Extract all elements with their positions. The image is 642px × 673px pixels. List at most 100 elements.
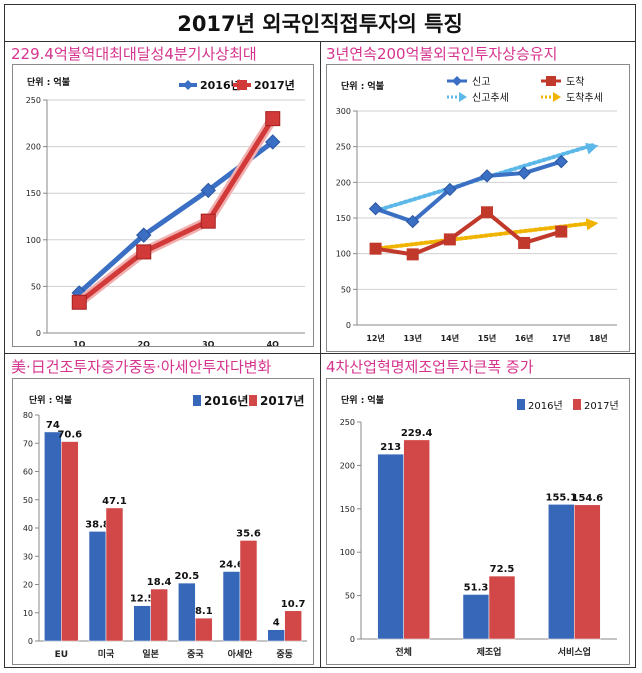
chart3-data-label: 35.6 [236, 528, 261, 539]
chart3-legend-swatch [249, 395, 257, 406]
chart2-ytick-label: 200 [336, 178, 351, 187]
chart3-ytick-label: 20 [23, 581, 33, 590]
chart2-category-label: 17년 [552, 333, 571, 343]
chart3-bar [44, 431, 62, 642]
chart3-bar [61, 441, 79, 642]
chart2-legend-marker [553, 92, 561, 102]
chart4-legend-label: 2017년 [584, 400, 619, 412]
chart2-ytick-label: 100 [336, 250, 351, 259]
chart4-data-label: 155.1 [546, 492, 578, 503]
chart2-category-label: 13년 [403, 333, 422, 343]
chart2-ytick-label: 150 [336, 214, 351, 223]
chart4-bar [488, 575, 516, 640]
chart1-ytick-label: 250 [26, 96, 41, 105]
chart2-svg: 0 50 100 150 200 250 300 단위 : 억불 12년 13년 14년 15년 16년… [336, 76, 617, 343]
chart4-heading: 4차산업혁명제조업투자큰폭 증가 [326, 358, 534, 376]
chart1-point [200, 213, 216, 229]
chart2-legend-marker [459, 92, 467, 102]
infographic-frame: 2017년 외국인직접투자의 특징 229.4억불역대최대달성4분기사상최대 3… [4, 4, 636, 668]
chart4-bar [377, 453, 404, 640]
chart3-data-label: 4 [273, 618, 280, 629]
chart2-legend-marker [546, 76, 556, 86]
chart2-point [555, 225, 568, 238]
chart3-bar [239, 540, 258, 642]
chart2-legend-label: 신고 [472, 76, 490, 88]
chart3-data-label: 20.5 [175, 571, 200, 582]
chart4-ytick-label: 200 [340, 461, 355, 470]
chart4-category-label: 전체 [395, 646, 412, 658]
chart1-unit-label: 단위 : 억불 [27, 76, 70, 88]
chart3-legend-label: 2017년 [260, 394, 304, 408]
chart2-point [406, 248, 419, 261]
chart4-bar [462, 594, 490, 640]
chart4-data-label: 154.6 [572, 493, 604, 504]
chart3-ytick-label: 30 [23, 552, 33, 561]
chart4-ytick-label: 50 [345, 592, 355, 601]
chart2-ytick-label: 300 [336, 107, 351, 116]
chart2-legend-label: 도착 [566, 76, 584, 88]
chart2-point [369, 242, 382, 255]
chart3-heading: 美·日건조투자증가중동·아세안투자다변화 [11, 358, 272, 376]
chart2-point [518, 236, 531, 249]
chart3-legend-swatch [193, 395, 201, 406]
chart2-point [406, 214, 420, 229]
chart1-series-line-1 [77, 117, 275, 305]
chart3-bar [133, 605, 151, 642]
chart3-category-label: 아세안 [228, 648, 254, 660]
chart4-unit-label: 단위 : 억불 [341, 394, 384, 406]
chart2-point [480, 169, 494, 183]
chart1-point [200, 182, 216, 199]
chart3-ytick-label: 10 [23, 609, 33, 618]
chart1-ytick-label: 50 [31, 282, 41, 291]
chart1-area: 0 50 100 150 200 250 단위 : 억불 1Q 2Q 3Q 4Q 2016년 2017년 [12, 64, 314, 347]
chart1-point [71, 294, 87, 310]
chart4-ytick-label: 0 [350, 635, 355, 644]
chart3-bar [150, 588, 168, 642]
chart3-bar [105, 507, 124, 642]
chart4-bar [548, 504, 575, 640]
chart3-category-label: 중국 [187, 649, 204, 660]
chart3-data-label: 10.7 [281, 599, 306, 610]
chart4-legend-swatch [517, 399, 525, 410]
chart3-category-label: 미국 [98, 648, 115, 660]
chart2-trend-arrow-0 [585, 142, 599, 155]
chart2-series-line-0 [374, 159, 562, 224]
chart2-ytick-label: 0 [346, 321, 351, 330]
chart4-category-label: 제조업 [477, 646, 502, 658]
chart3-data-label: 47.1 [102, 496, 127, 507]
chart1-ytick-label: 100 [26, 236, 41, 245]
chart3-data-label: 38.8 [85, 519, 110, 530]
chart3-category-label: 일본 [142, 648, 159, 660]
horizontal-divider [5, 353, 635, 354]
chart4-category-label: 서비스업 [558, 646, 591, 658]
chart3-bar [195, 617, 213, 642]
chart2-category-label: 12년 [366, 333, 385, 343]
chart1-point [265, 134, 281, 150]
chart2-heading: 3년연속200억불외국인투자상승유지 [326, 45, 558, 63]
chart1-point [136, 227, 152, 243]
chart2-point [517, 166, 531, 180]
chart3-ytick-label: 60 [23, 468, 33, 477]
chart3-bar [178, 582, 196, 642]
chart4-data-label: 213 [380, 442, 401, 453]
chart4-data-label: 51.3 [464, 582, 489, 593]
chart3-ytick-label: 80 [23, 411, 33, 420]
chart3-category-label: EU [55, 650, 68, 660]
chart4-ytick-label: 250 [340, 418, 355, 427]
chart2-point [554, 154, 568, 169]
chart1-legend-label: 2017년 [254, 78, 295, 92]
chart4-data-label: 72.5 [490, 564, 515, 575]
chart3-ytick-label: 40 [23, 524, 33, 533]
chart4-bar [403, 439, 430, 640]
chart3-data-label: 12.5 [130, 594, 155, 605]
chart3-unit-label: 단위 : 억불 [29, 394, 72, 406]
chart3-bar [88, 531, 107, 642]
chart1-svg: 0 50 100 150 200 250 단위 : 억불 1Q 2Q 3Q 4Q 2016년 2017년 [26, 76, 305, 346]
chart2-point [443, 182, 457, 197]
chart2-ytick-label: 50 [341, 285, 351, 294]
chart2-category-label: 16년 [515, 333, 534, 343]
chart3-ytick-label: 50 [23, 496, 33, 505]
chart1-legend-marker [237, 80, 247, 90]
chart2-series-line-1 [375, 210, 562, 257]
chart2-point [443, 233, 456, 246]
